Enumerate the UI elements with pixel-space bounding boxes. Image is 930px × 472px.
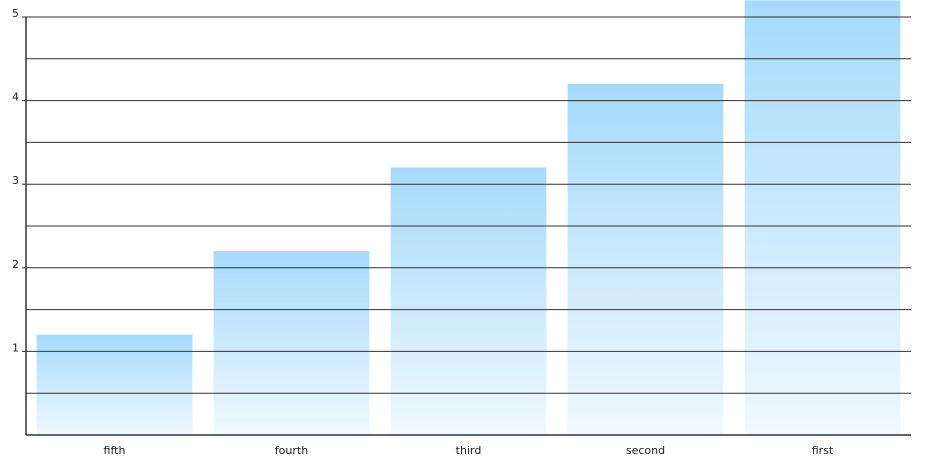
- x-tick-label: fourth: [275, 444, 308, 457]
- y-tick-label: 4: [12, 91, 19, 104]
- y-tick-label: 1: [12, 341, 19, 354]
- bar: [390, 167, 547, 436]
- bar: [36, 334, 193, 435]
- y-tick-label: 2: [12, 258, 19, 271]
- y-tick-label: 3: [12, 174, 19, 187]
- y-tick-label: 5: [12, 7, 19, 20]
- bar: [567, 83, 724, 435]
- x-tick-label: second: [626, 444, 665, 457]
- bar: [744, 0, 901, 436]
- x-tick-label: fifth: [104, 444, 126, 457]
- bar: [213, 251, 370, 435]
- x-tick-label: first: [812, 444, 834, 457]
- x-tick-label: third: [456, 444, 482, 457]
